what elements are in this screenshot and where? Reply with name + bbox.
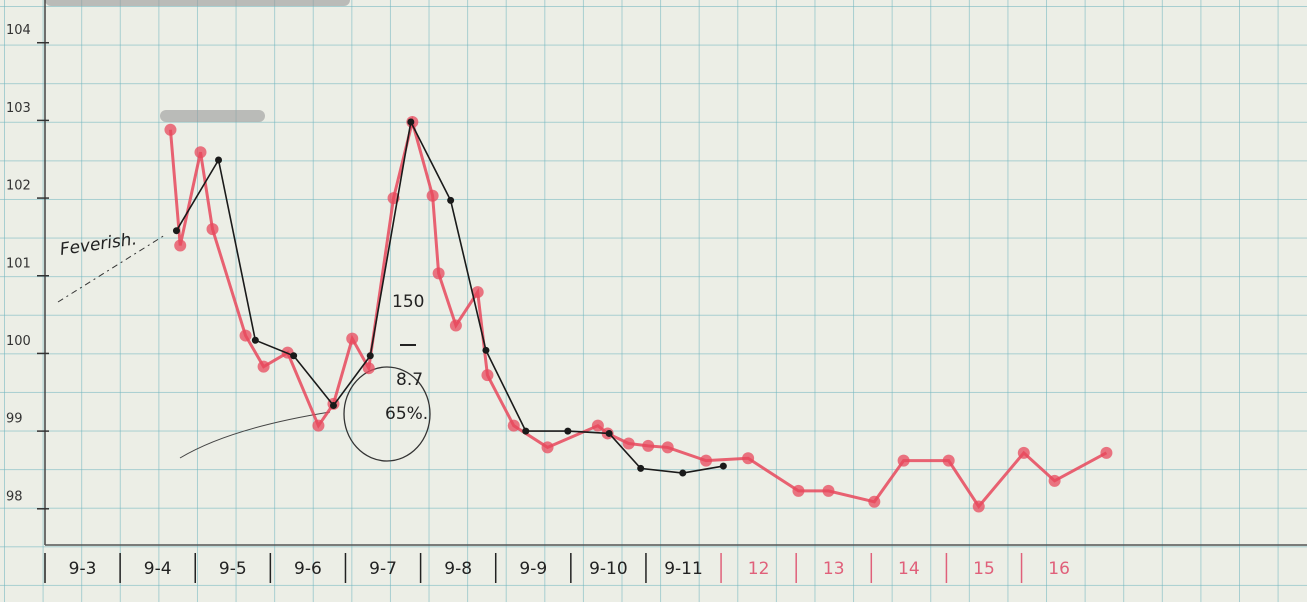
data-point — [407, 118, 415, 126]
data-point — [868, 495, 881, 508]
annotation: 65%. — [385, 404, 428, 424]
x-tick-label: 9-3 — [69, 559, 97, 579]
annotation: Feverish. — [59, 229, 139, 260]
pencil-shading — [160, 110, 265, 122]
x-tick-label: 9-4 — [144, 559, 172, 579]
data-point — [1048, 474, 1061, 487]
data-point — [1100, 446, 1113, 459]
data-point — [661, 441, 674, 454]
data-point — [449, 319, 462, 332]
data-point — [482, 346, 490, 354]
data-point — [164, 123, 177, 136]
x-tick-label: 14 — [898, 559, 920, 579]
data-point — [215, 156, 223, 164]
x-tick-label: 9-10 — [589, 559, 628, 579]
data-point — [792, 484, 805, 497]
data-point — [679, 469, 687, 477]
y-tick-label: 98 — [6, 489, 23, 504]
data-point — [257, 360, 270, 373]
x-tick-label: 9-11 — [664, 559, 703, 579]
x-tick-label: 9-5 — [219, 559, 247, 579]
x-tick-label: 16 — [1048, 559, 1070, 579]
x-tick-label: 13 — [823, 559, 845, 579]
data-point — [172, 227, 180, 235]
data-point — [471, 286, 484, 299]
y-tick-label: 101 — [6, 256, 31, 271]
x-tick-label: 9-7 — [369, 559, 397, 579]
data-point — [206, 223, 219, 236]
y-tick-label: 102 — [6, 179, 31, 194]
data-point — [251, 336, 259, 344]
data-point — [522, 427, 530, 435]
y-tick-label: 104 — [6, 23, 31, 38]
series-line — [175, 119, 724, 474]
data-point — [972, 500, 985, 513]
data-point — [329, 401, 337, 409]
pencil-stroke — [179, 411, 331, 459]
y-tick-label: 99 — [6, 412, 23, 427]
data-point — [700, 454, 713, 467]
data-point — [642, 439, 655, 452]
y-tick-label: 103 — [6, 101, 31, 116]
annotation-circle — [343, 366, 431, 462]
x-tick-label: 9-6 — [294, 559, 322, 579]
data-point — [312, 419, 325, 432]
data-point — [194, 146, 207, 159]
x-tick-label: 9-8 — [444, 559, 472, 579]
data-point — [174, 239, 187, 252]
pencil-shading — [45, 0, 350, 6]
annotation-leader — [57, 234, 166, 303]
series-line — [168, 116, 1108, 509]
data-point — [742, 452, 755, 465]
x-tick-label: 15 — [973, 559, 995, 579]
data-point — [447, 196, 455, 204]
data-point — [637, 464, 645, 472]
data-point — [541, 441, 554, 454]
data-point — [507, 419, 520, 432]
data-point — [481, 369, 494, 382]
data-point — [1017, 446, 1030, 459]
data-point — [366, 352, 374, 360]
data-point — [564, 427, 572, 435]
annotation: 150 — [392, 292, 424, 312]
y-tick-label: 100 — [6, 334, 31, 349]
data-point — [426, 189, 439, 202]
data-point — [362, 362, 375, 375]
data-point — [942, 454, 955, 467]
data-point — [897, 454, 910, 467]
data-point — [622, 437, 635, 450]
data-point — [719, 462, 727, 470]
annotation: 8.7 — [396, 370, 423, 390]
data-point — [591, 419, 604, 432]
data-point — [432, 267, 445, 280]
data-point — [605, 429, 613, 437]
data-point — [290, 352, 298, 360]
data-point — [346, 332, 359, 345]
x-tick-label: 9-9 — [519, 559, 547, 579]
x-tick-label: 12 — [748, 559, 770, 579]
data-point — [822, 484, 835, 497]
data-point — [239, 329, 252, 342]
